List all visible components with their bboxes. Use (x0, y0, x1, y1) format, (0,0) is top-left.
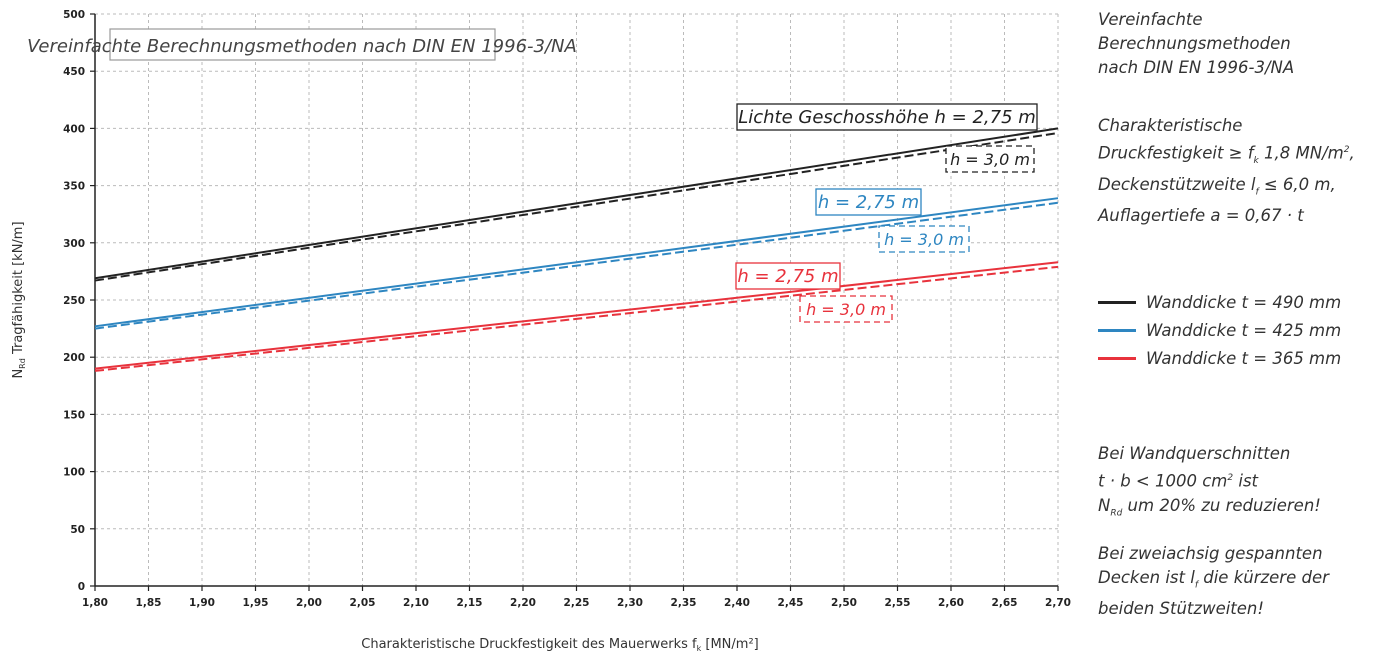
series-line-1 (94, 131, 1059, 282)
y-tick-label: 50 (70, 524, 85, 536)
series-line-2 (94, 197, 1059, 328)
span-line-1: Bei zweiachsig gespannten (1098, 544, 1323, 563)
series-label-2: h = 2,75 m (818, 192, 919, 213)
series-line-5 (94, 265, 1059, 372)
legend-item-490: Wanddicke t = 490 mm (1098, 288, 1341, 316)
span-line-2: Decken ist lf die kürzere der (1098, 568, 1329, 591)
x-tick-label: 2,25 (564, 597, 590, 609)
legend: Wanddicke t = 490 mm Wanddicke t = 425 m… (1098, 288, 1341, 372)
y-tick-label: 500 (63, 9, 85, 21)
reduction-note: Bei Wandquerschnitten t · b < 1000 cm2 i… (1098, 442, 1321, 525)
span-line-3: beiden Stützweiten! (1098, 599, 1264, 619)
legend-swatch-red (1098, 356, 1136, 360)
series-label-box-4 (735, 262, 841, 290)
warn-line-2: t · b < 1000 cm2 ist (1098, 471, 1259, 491)
method-line-3: nach DIN EN 1996-3/NA (1098, 58, 1295, 77)
x-tick-label: 2,35 (671, 597, 697, 609)
chart-area: 1,80 1,85 1,90 1,95 2,00 2,05 2,10 2,15 2,20 2,25… (11, 9, 1071, 653)
chart-title-box (109, 28, 496, 61)
series-label-box-5 (799, 295, 893, 323)
series-label-5: h = 3,0 m (806, 300, 886, 319)
series-label-box-0 (736, 103, 1038, 131)
y-tick-label: 250 (63, 295, 85, 307)
legend-label-490: Wanddicke t = 490 mm (1146, 292, 1342, 312)
series-label-0: Lichte Geschosshöhe h = 2,75 m (738, 107, 1036, 128)
y-tick-label: 300 (63, 238, 85, 250)
y-tick-label: 150 (63, 409, 85, 421)
x-tick-label: 2,40 (724, 597, 750, 609)
y-tick-label: 450 (63, 66, 85, 78)
x-tick-label: 2,10 (403, 597, 429, 609)
method-line-1: Vereinfachte (1098, 10, 1203, 29)
series-label-4: h = 2,75 m (737, 266, 838, 287)
warn-line-3: NRd um 20% zu reduzieren! (1098, 495, 1321, 518)
grid (95, 13, 1059, 586)
warn-line-1: Bei Wandquerschnitten (1098, 444, 1291, 463)
x-tick-label: 1,95 (243, 597, 269, 609)
x-axis-title: Charakteristische Druckfestigkeit des Ma… (361, 637, 758, 653)
y-tick-label: 100 (63, 467, 85, 479)
y-tick-label: 400 (63, 123, 85, 135)
x-tick-label: 2,70 (1045, 597, 1071, 609)
x-tick-label: 2,30 (617, 597, 643, 609)
series-line-4 (94, 261, 1059, 370)
series-label-box-2 (815, 188, 922, 216)
legend-swatch-black (1098, 300, 1136, 304)
series-label-box-1 (945, 145, 1035, 173)
x-tick-label: 2,05 (350, 597, 376, 609)
y-tick-label: 0 (78, 581, 85, 593)
y-axis-title: NRd Tragfähigkeit [kN/m] (11, 221, 27, 378)
method-line-2: Berechnungsmethoden (1098, 34, 1291, 53)
series-lines (94, 127, 1059, 372)
series-label-1: h = 3,0 m (950, 150, 1030, 169)
legend-label-425: Wanddicke t = 425 mm (1146, 320, 1342, 340)
chart-title: Vereinfachte Berechnungsmethoden nach DI… (27, 36, 577, 57)
series-line-3 (94, 201, 1059, 330)
cond-line-1: Charakteristische (1098, 116, 1243, 135)
legend-item-365: Wanddicke t = 365 mm (1098, 344, 1341, 372)
x-tick-label: 2,00 (296, 597, 322, 609)
legend-swatch-blue (1098, 328, 1136, 332)
x-tick-label: 1,85 (136, 597, 162, 609)
x-tick-label: 1,80 (82, 597, 108, 609)
x-tick-label: 2,45 (778, 597, 804, 609)
span-note: Bei zweiachsig gespannten Decken ist lf … (1098, 542, 1329, 621)
legend-label-365: Wanddicke t = 365 mm (1146, 348, 1342, 368)
x-tick-labels: 1,80 1,85 1,90 1,95 2,00 2,05 2,10 2,15 2,20 2,25… (82, 597, 1071, 609)
cond-line-4: Auflagertiefe a = 0,67 · t (1098, 206, 1304, 226)
x-tick-label: 2,65 (992, 597, 1018, 609)
x-tick-label: 2,20 (510, 597, 536, 609)
series-line-0 (94, 127, 1059, 280)
x-tick-label: 1,90 (189, 597, 215, 609)
y-tick-labels: 0 50 100 150 200 250 300 350 400 450 500 (63, 9, 85, 593)
y-tick-label: 200 (63, 352, 85, 364)
legend-item-425: Wanddicke t = 425 mm (1098, 316, 1341, 344)
series-label-3: h = 3,0 m (884, 230, 964, 249)
cond-line-3: Deckenstützweite lf ≤ 6,0 m, (1098, 174, 1336, 198)
x-tick-label: 2,55 (885, 597, 911, 609)
conditions-note: Charakteristische Druckfestigkeit ≥ fk 1… (1098, 114, 1355, 228)
x-tick-label: 2,60 (938, 597, 964, 609)
series-label-box-3 (878, 225, 970, 253)
axes (90, 13, 1059, 591)
cond-line-2: Druckfestigkeit ≥ fk 1,8 MN/m2, (1098, 143, 1355, 166)
x-tick-label: 2,15 (457, 597, 483, 609)
method-note: Vereinfachte Berechnungsmethoden nach DI… (1098, 8, 1294, 80)
x-tick-label: 2,50 (831, 597, 857, 609)
annotations: Lichte Geschosshöhe h = 2,75 m h = 3,0 m h… (735, 103, 1038, 323)
y-tick-label: 350 (63, 181, 85, 193)
